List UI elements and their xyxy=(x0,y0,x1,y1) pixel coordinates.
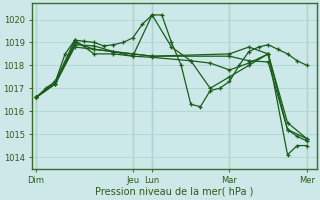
X-axis label: Pression niveau de la mer( hPa ): Pression niveau de la mer( hPa ) xyxy=(95,187,253,197)
